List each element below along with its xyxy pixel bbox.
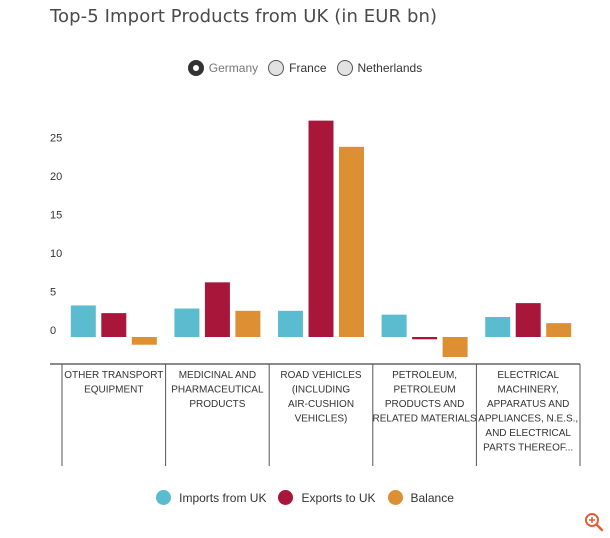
category-label: APPLIANCES, N.E.S., <box>478 414 578 425</box>
radio-selected-icon[interactable] <box>187 60 204 76</box>
category-label: PARTS THEREOF... <box>483 443 573 454</box>
bar-balance <box>131 337 157 345</box>
bar-imports-from-uk <box>174 308 200 337</box>
bar-exports-to-uk <box>204 282 230 337</box>
y-tick-label: 0 <box>50 325 56 337</box>
legend-item-exports[interactable]: Exports to UK <box>278 490 376 505</box>
category-label: EQUIPMENT <box>84 385 143 396</box>
bar-exports-to-uk <box>308 120 334 337</box>
category-label: RELATED MATERIALS <box>373 414 477 425</box>
chart-legend: Imports from UK Exports to UK Balance <box>0 490 610 505</box>
category-label: (INCLUDING <box>292 385 351 396</box>
bar-balance <box>546 323 572 337</box>
bar-imports-from-uk <box>485 316 511 337</box>
bar-exports-to-uk <box>515 303 541 337</box>
zoom-icon[interactable] <box>584 512 604 532</box>
legend-label-imports: Imports from UK <box>179 490 267 505</box>
country-label-france: France <box>289 61 327 75</box>
bar-imports-from-uk <box>381 314 407 337</box>
y-tick-label: 5 <box>50 287 56 299</box>
y-tick-label: 10 <box>50 248 62 260</box>
bar-chart: 0 5 10 15 20 25 OTHER TRANSPORT EQUIPMENT MEDICI… <box>50 120 581 466</box>
y-tick-label: 20 <box>50 171 62 183</box>
y-tick-label: 25 <box>50 133 62 145</box>
y-tick-label: 15 <box>50 210 62 222</box>
country-option-germany[interactable]: Germany <box>187 60 259 76</box>
category-label: PRODUCTS AND <box>385 399 464 410</box>
country-label-germany: Germany <box>208 61 259 75</box>
country-label-netherlands: Netherlands <box>357 61 423 75</box>
legend-label-balance: Balance <box>410 490 454 505</box>
category-label: OTHER TRANSPORT <box>64 370 163 381</box>
legend-item-balance[interactable]: Balance <box>387 490 454 505</box>
category-label: PETROLEUM, <box>392 370 457 381</box>
radio-unselected-icon[interactable] <box>268 60 285 76</box>
chart-title: Top-5 Import Products from UK (in EUR bn… <box>50 6 438 27</box>
legend-swatch-balance <box>387 490 403 505</box>
category-label: VEHICLES) <box>295 414 348 425</box>
bar-balance <box>442 337 468 358</box>
category-label: ROAD VEHICLES <box>280 370 361 381</box>
radio-unselected-icon[interactable] <box>336 60 353 76</box>
category-label: PHARMACEUTICAL <box>171 385 264 396</box>
category-label: APPARATUS AND <box>487 399 569 410</box>
bar-imports-from-uk <box>278 310 303 337</box>
legend-label-exports: Exports to UK <box>301 490 376 505</box>
bar-imports-from-uk <box>70 305 96 337</box>
country-option-netherlands[interactable]: Netherlands <box>336 60 423 76</box>
country-selector: Germany France Netherlands <box>0 60 610 76</box>
bar-balance <box>339 146 364 337</box>
category-label: PRODUCTS <box>189 399 245 410</box>
legend-swatch-exports <box>278 490 294 505</box>
country-option-france[interactable]: France <box>268 60 327 76</box>
legend-swatch-imports <box>156 490 172 505</box>
category-label: AND ELECTRICAL <box>485 428 571 439</box>
bar-exports-to-uk <box>412 337 438 340</box>
category-label: ELECTRICAL <box>497 370 559 381</box>
bar-balance <box>235 310 261 337</box>
category-label: PETROLEUM <box>393 385 455 396</box>
category-label: AIR-CUSHION <box>288 399 354 410</box>
legend-item-imports[interactable]: Imports from UK <box>156 490 266 505</box>
category-label: MEDICINAL AND <box>179 370 256 381</box>
bar-exports-to-uk <box>101 313 127 337</box>
category-label: MACHINERY, <box>498 385 559 396</box>
